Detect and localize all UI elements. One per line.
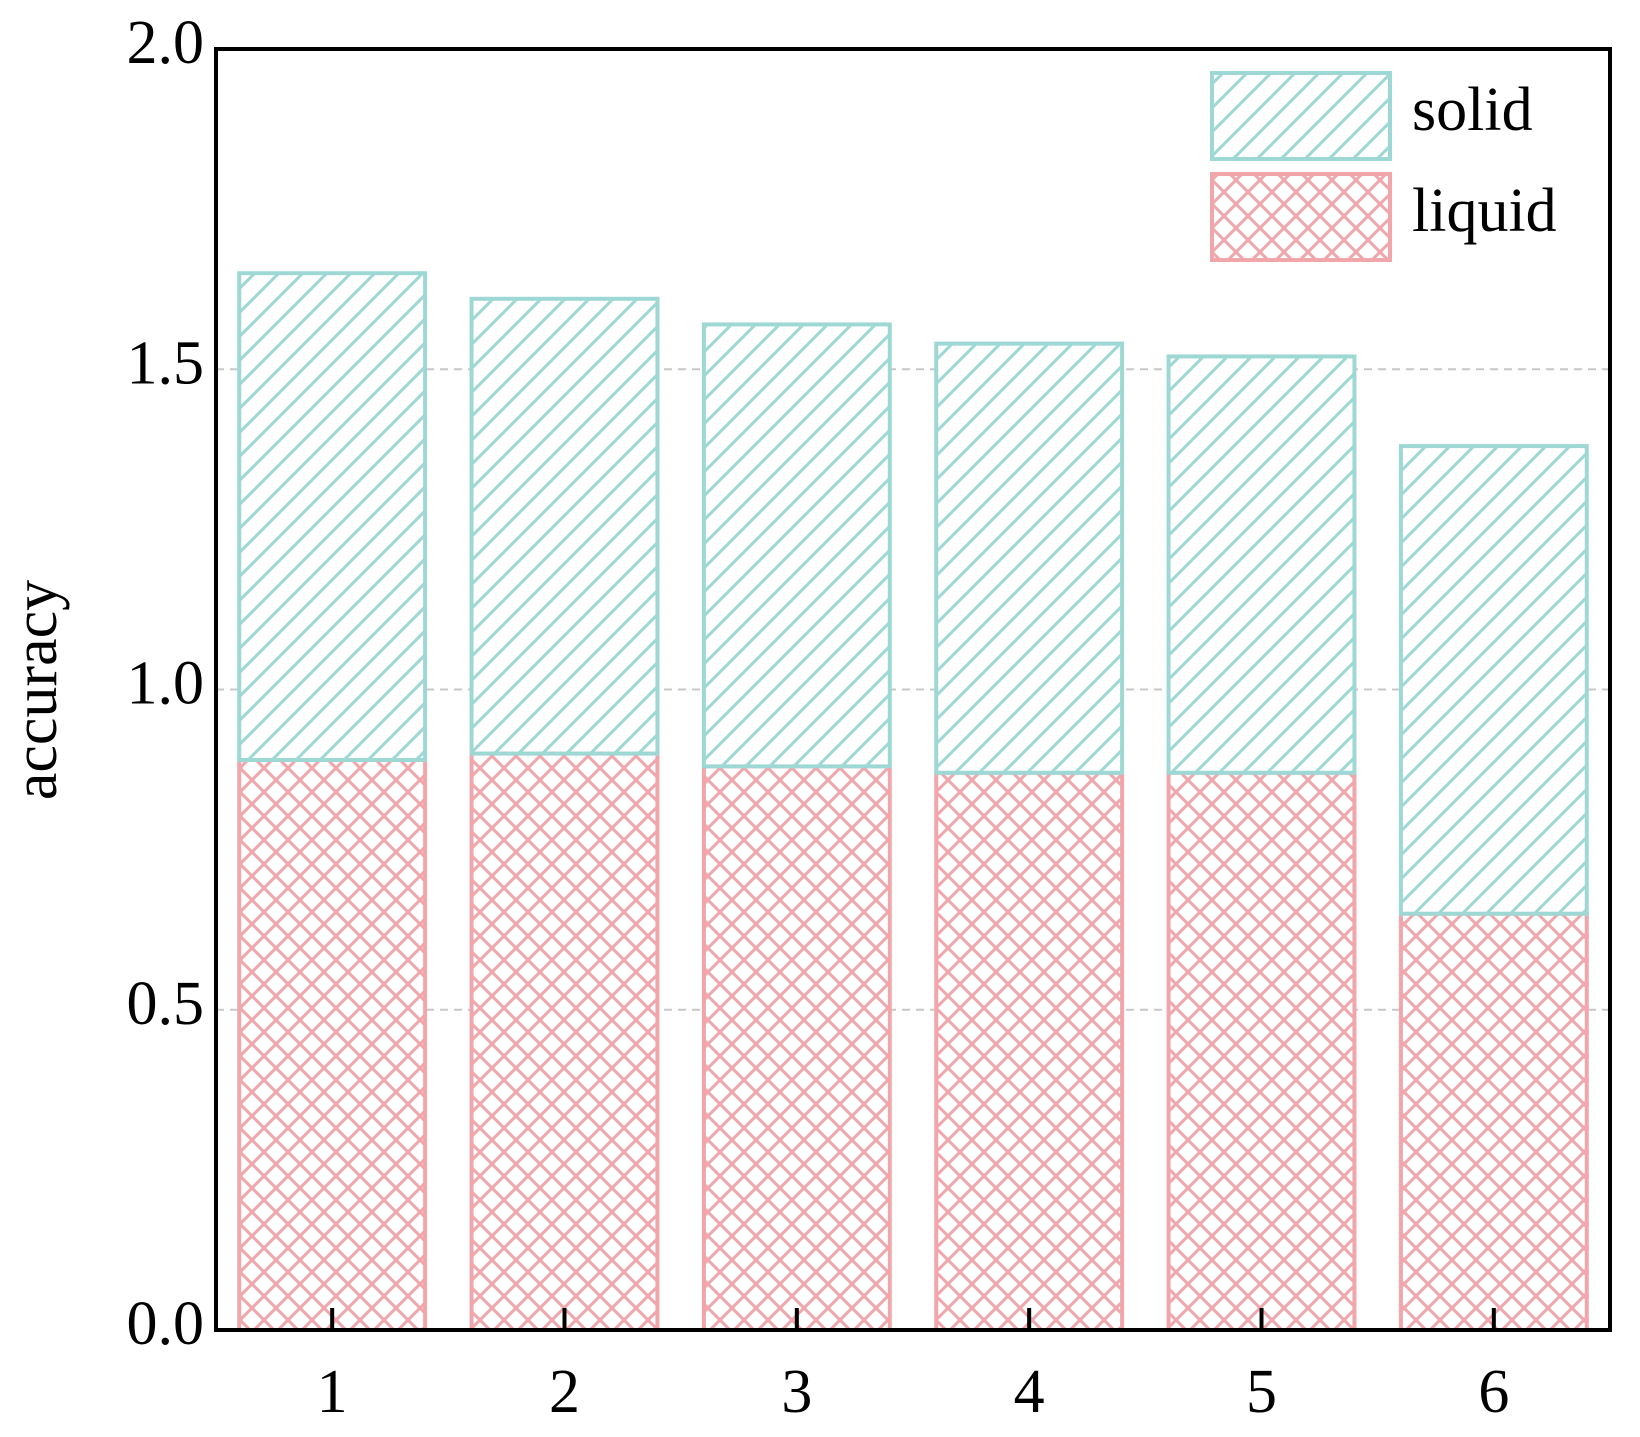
- bar-segment: [934, 341, 1125, 775]
- y-tick-label: 2.0: [127, 9, 205, 77]
- bar-segment: [1398, 444, 1589, 916]
- x-tick-label: 4: [1014, 1358, 1045, 1426]
- x-tick-label: 6: [1478, 1358, 1509, 1426]
- bar-segment: [701, 322, 892, 769]
- bar-segment: [469, 296, 660, 756]
- plot-frame: [214, 47, 1612, 1332]
- legend-swatch: [1210, 172, 1392, 262]
- y-tick-label: 0.5: [127, 970, 205, 1038]
- bar-segment: [1398, 911, 1589, 1332]
- x-tick-label: 1: [317, 1358, 348, 1426]
- bar-segment: [934, 770, 1125, 1332]
- bar-segment: [1166, 354, 1357, 775]
- y-tick-label: 1.0: [127, 650, 205, 718]
- y-tick-label: 0.0: [127, 1290, 205, 1358]
- x-tick-label: 5: [1246, 1358, 1277, 1426]
- legend-label: liquid: [1412, 177, 1557, 245]
- x-tick-label: 3: [781, 1358, 812, 1426]
- y-tick-label: 1.5: [127, 329, 205, 397]
- legend-label: solid: [1412, 76, 1533, 144]
- bar-segment: [237, 757, 428, 1332]
- x-tick-label: 2: [549, 1358, 580, 1426]
- legend-swatch: [1210, 71, 1392, 161]
- bar-segment: [701, 764, 892, 1332]
- y-axis-label: accuracy: [2, 580, 70, 800]
- bar-segment: [1166, 770, 1357, 1332]
- bar-segment: [237, 271, 428, 762]
- bar-segment: [469, 751, 660, 1332]
